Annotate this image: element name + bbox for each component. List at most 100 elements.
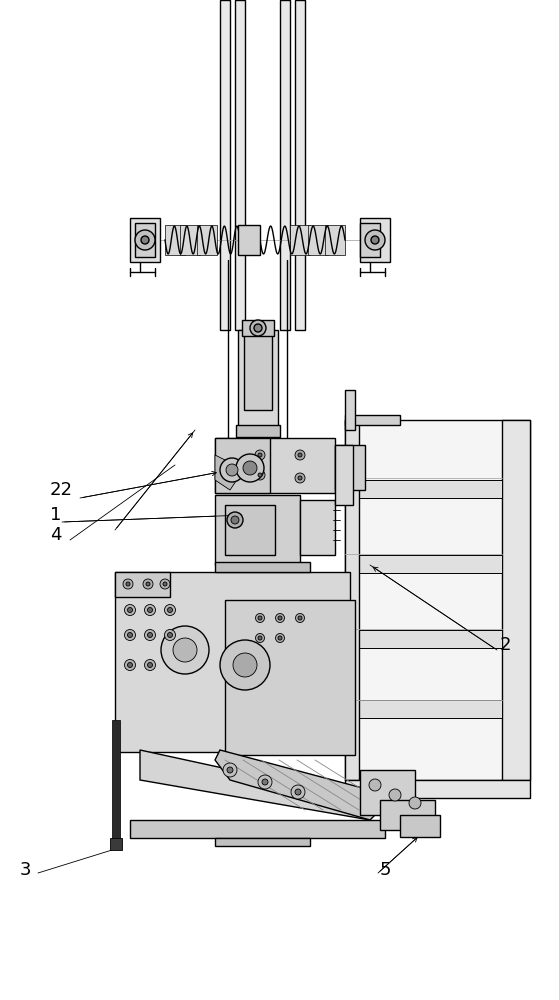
- Circle shape: [226, 464, 238, 476]
- Bar: [236, 425, 280, 437]
- Bar: [244, 330, 272, 410]
- Text: 3: 3: [20, 861, 31, 879]
- Bar: [380, 800, 435, 830]
- Bar: [238, 330, 278, 430]
- Circle shape: [236, 454, 264, 482]
- Circle shape: [276, 634, 285, 643]
- Bar: [197, 225, 217, 255]
- Bar: [130, 820, 385, 838]
- Circle shape: [298, 476, 302, 480]
- Bar: [135, 223, 155, 257]
- Circle shape: [371, 236, 379, 244]
- Circle shape: [255, 613, 264, 622]
- Circle shape: [144, 604, 155, 615]
- Bar: [325, 225, 345, 255]
- Circle shape: [243, 461, 257, 475]
- Circle shape: [298, 616, 302, 620]
- Circle shape: [255, 450, 265, 460]
- Circle shape: [173, 638, 197, 662]
- Text: 5: 5: [380, 861, 391, 879]
- Circle shape: [164, 604, 176, 615]
- Circle shape: [220, 640, 270, 690]
- Bar: [130, 218, 160, 262]
- Bar: [308, 225, 328, 255]
- Circle shape: [223, 763, 237, 777]
- Circle shape: [258, 636, 262, 640]
- Circle shape: [227, 512, 243, 528]
- Bar: [345, 555, 502, 573]
- Bar: [115, 572, 350, 752]
- Circle shape: [141, 236, 149, 244]
- Circle shape: [365, 230, 385, 250]
- Circle shape: [127, 633, 132, 638]
- Circle shape: [164, 630, 176, 641]
- Bar: [360, 770, 415, 815]
- Bar: [345, 420, 530, 780]
- Circle shape: [163, 582, 167, 586]
- Circle shape: [254, 324, 262, 332]
- Circle shape: [258, 775, 272, 789]
- Circle shape: [258, 616, 262, 620]
- Bar: [215, 562, 310, 572]
- Circle shape: [296, 613, 305, 622]
- Bar: [502, 420, 530, 780]
- Circle shape: [291, 785, 305, 799]
- Circle shape: [298, 453, 302, 457]
- Circle shape: [255, 634, 264, 643]
- Bar: [345, 420, 359, 780]
- Bar: [345, 390, 355, 430]
- Bar: [225, 505, 275, 555]
- Bar: [112, 720, 120, 840]
- Circle shape: [148, 633, 153, 638]
- Circle shape: [125, 604, 135, 615]
- Circle shape: [144, 660, 155, 670]
- Bar: [215, 838, 310, 846]
- Circle shape: [250, 320, 266, 336]
- Circle shape: [262, 779, 268, 785]
- Circle shape: [278, 636, 282, 640]
- Bar: [345, 630, 502, 648]
- Circle shape: [168, 633, 173, 638]
- Circle shape: [276, 613, 285, 622]
- Circle shape: [220, 458, 244, 482]
- Circle shape: [227, 767, 233, 773]
- Circle shape: [255, 470, 265, 480]
- Circle shape: [160, 579, 170, 589]
- Circle shape: [233, 653, 257, 677]
- Bar: [360, 223, 380, 257]
- Circle shape: [123, 579, 133, 589]
- Text: 22: 22: [50, 481, 73, 499]
- Bar: [300, 500, 335, 555]
- Circle shape: [143, 579, 153, 589]
- Bar: [215, 438, 270, 493]
- Bar: [238, 225, 260, 255]
- Circle shape: [126, 582, 130, 586]
- Bar: [215, 438, 335, 493]
- Polygon shape: [215, 455, 240, 490]
- Bar: [400, 815, 440, 837]
- Bar: [345, 700, 502, 718]
- Bar: [280, 0, 290, 330]
- Polygon shape: [140, 750, 370, 820]
- Circle shape: [278, 616, 282, 620]
- Bar: [215, 495, 300, 565]
- Bar: [345, 415, 400, 425]
- Circle shape: [295, 473, 305, 483]
- Circle shape: [125, 630, 135, 641]
- Circle shape: [369, 779, 381, 791]
- Circle shape: [295, 789, 301, 795]
- Bar: [360, 218, 390, 262]
- Circle shape: [127, 662, 132, 668]
- Circle shape: [168, 607, 173, 612]
- Circle shape: [258, 473, 262, 477]
- Polygon shape: [215, 750, 380, 820]
- Bar: [110, 838, 122, 850]
- Circle shape: [148, 607, 153, 612]
- Circle shape: [144, 630, 155, 641]
- Bar: [235, 0, 245, 330]
- Circle shape: [148, 662, 153, 668]
- Circle shape: [389, 789, 401, 801]
- Text: 2: 2: [500, 636, 511, 654]
- Bar: [180, 225, 200, 255]
- Bar: [165, 225, 185, 255]
